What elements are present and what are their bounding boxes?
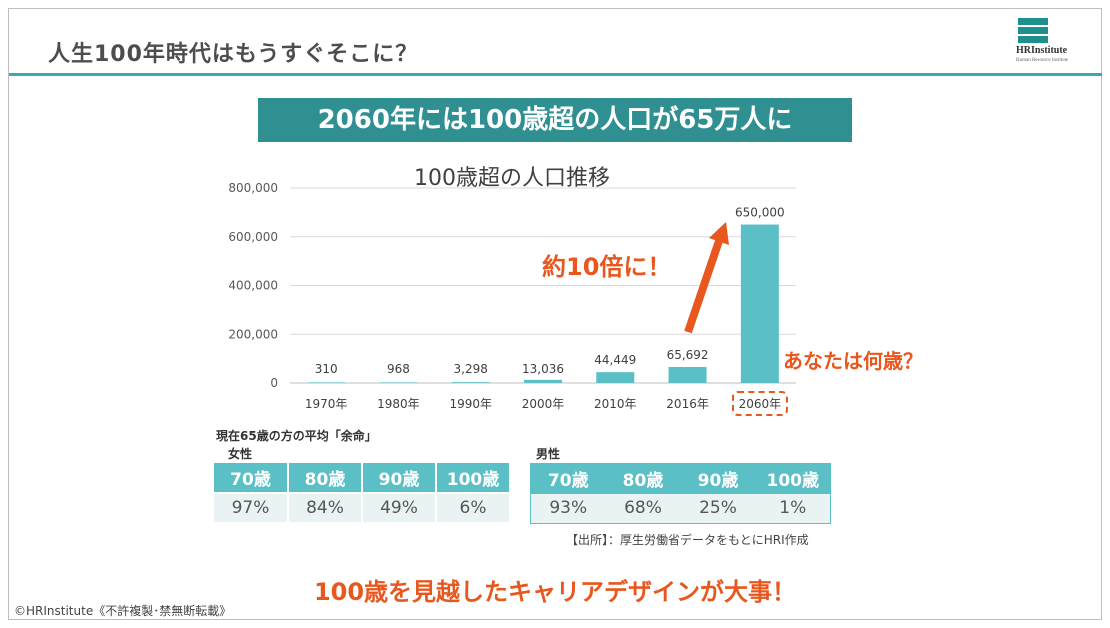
table-cell: 49%: [362, 493, 437, 524]
x-tick-label: 2010年: [594, 397, 637, 411]
table-header-cell: 100歳: [755, 463, 831, 494]
logo-subtitle: Human Resource Institute: [1016, 58, 1069, 63]
table-header-cell: 80歳: [605, 463, 681, 494]
data-label: 44,449: [594, 353, 636, 367]
x-tick-label: 1980年: [377, 397, 420, 411]
table-cell: 68%: [605, 493, 681, 524]
highlight-2060-box: [732, 391, 788, 416]
y-tick-label: 600,000: [228, 230, 278, 244]
table-cell: 25%: [680, 493, 756, 524]
female-survival-table: 70歳 80歳 90歳 100歳 97% 84% 49% 6%: [214, 463, 511, 524]
female-label: 女性: [228, 447, 253, 461]
y-tick-label: 200,000: [228, 327, 278, 341]
age-question-callout: あなたは何歳？: [783, 349, 923, 373]
data-label: 65,692: [667, 348, 709, 362]
logo-name: HRInstitute: [1016, 45, 1068, 56]
chart-title: 100歳超の人口推移: [414, 166, 610, 191]
source-note: 【出所】：厚生労働省データをもとにHRI作成: [566, 533, 809, 547]
logo-bar: [1018, 27, 1048, 34]
data-label: 968: [387, 362, 410, 376]
x-tick-label: 1970年: [305, 397, 348, 411]
table-cell: 93%: [530, 493, 606, 524]
x-tick-label: 2000年: [522, 397, 565, 411]
slide-frame: [8, 8, 1102, 620]
bar: [307, 382, 346, 383]
table-cell: 84%: [288, 493, 363, 524]
table-header-row: 70歳 80歳 90歳 100歳: [530, 463, 831, 494]
growth-arrow-shaft: [684, 236, 724, 334]
x-tick-label: 2060年: [739, 397, 782, 411]
logo-bar: [1018, 36, 1048, 43]
growth-callout: 約10倍に！: [542, 253, 672, 281]
key-message: 100歳を見越したキャリアデザインが大事！: [313, 578, 797, 606]
male-survival-table: 70歳 80歳 90歳 100歳 93% 68% 25% 1%: [530, 463, 831, 524]
table-row: 97% 84% 49% 6%: [214, 493, 511, 524]
bar: [379, 382, 418, 383]
table-header-cell: 80歳: [288, 463, 363, 494]
table-header-row: 70歳 80歳 90歳 100歳: [214, 463, 511, 494]
male-label: 男性: [536, 447, 561, 461]
x-tick-label: 1990年: [449, 397, 492, 411]
bar: [740, 224, 779, 383]
growth-arrow-head: [709, 222, 729, 245]
table-cell: 6%: [436, 493, 511, 524]
table-cell: 1%: [755, 493, 831, 524]
data-label: 310: [315, 362, 338, 376]
x-tick-label: 2016年: [666, 397, 709, 411]
bar: [524, 379, 562, 383]
hri-logo: HRInstitute Human Resource Institute: [1016, 18, 1076, 68]
y-tick-label: 400,000: [228, 279, 278, 293]
data-label: 650,000: [735, 206, 785, 220]
logo-bar: [1018, 18, 1048, 25]
growth-arrow: [684, 222, 729, 334]
y-tick-label: 0: [270, 376, 278, 390]
life-expectancy-title: 現在65歳の方の平均「余命」: [216, 429, 377, 443]
table-header-cell: 90歳: [680, 463, 756, 494]
table-row: 93% 68% 25% 1%: [530, 493, 831, 524]
copyright-note: ©HRInstitute《不許複製･禁無断転載》: [14, 604, 232, 618]
bar: [668, 366, 707, 383]
table-header-cell: 90歳: [362, 463, 437, 494]
bar: [596, 372, 635, 383]
data-label: 13,036: [522, 362, 564, 376]
y-tick-label: 800,000: [228, 181, 278, 195]
table-cell: 97%: [214, 493, 289, 524]
table-header-cell: 70歳: [530, 463, 606, 494]
headline-banner: 2060年には100歳超の人口が65万人に: [258, 98, 852, 142]
title-underline: [9, 73, 1102, 76]
page-title: 人生100年時代はもうすぐそこに？: [48, 42, 419, 67]
table-header-cell: 100歳: [436, 463, 511, 494]
table-header-cell: 70歳: [214, 463, 289, 494]
data-label: 3,298: [454, 362, 488, 376]
bar: [451, 382, 490, 383]
